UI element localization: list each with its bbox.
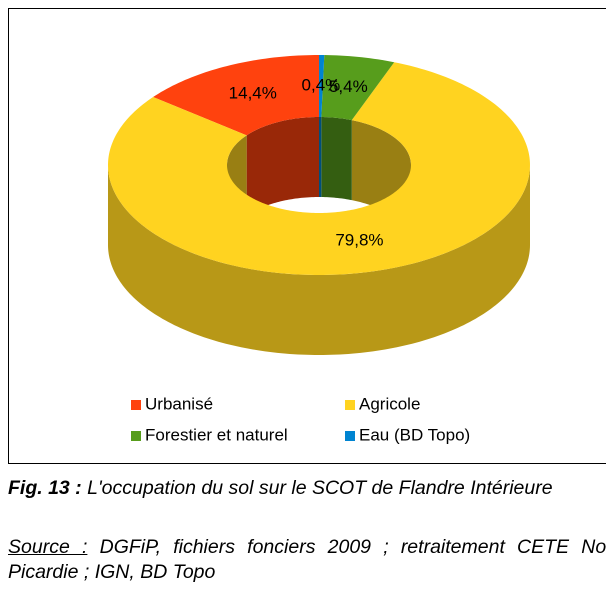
legend-swatch — [345, 400, 355, 410]
slice — [153, 55, 319, 136]
caption-text: L'occupation du sol sur le SCOT de Fland… — [87, 477, 553, 499]
legend-label: Eau (BD Topo) — [359, 425, 470, 444]
legend-label: Forestier et naturel — [145, 425, 288, 444]
value-label: 0,4% — [302, 75, 341, 94]
source-label: Source : — [8, 536, 88, 558]
caption: Fig. 13 : L'occupation du sol sur le SCO… — [8, 476, 606, 501]
value-label: 14,4% — [229, 83, 277, 102]
value-label: 5,4% — [329, 77, 368, 96]
source-text: DGFiP, fichiers fonciers 2009 ; retraite… — [8, 536, 606, 583]
slice — [108, 62, 530, 275]
source: Source : DGFiP, fichiers fonciers 2009 ;… — [8, 535, 606, 585]
caption-label: Fig. 13 : — [8, 477, 82, 499]
chart: 14,4% 79,8% 5,4%0,4% Urbanisé Agricole Forest… — [8, 8, 606, 464]
value-label: 79,8% — [335, 231, 383, 250]
legend-label: Urbanisé — [145, 394, 213, 413]
legend-swatch — [345, 431, 355, 441]
slice-side — [108, 165, 530, 355]
legend-swatch — [131, 400, 141, 410]
slice — [319, 55, 325, 118]
slice — [321, 55, 395, 121]
legend-label: Agricole — [359, 394, 420, 413]
slice-side — [319, 117, 322, 198]
legend-swatch — [131, 431, 141, 441]
slice-side — [321, 117, 352, 201]
slice-side — [246, 117, 319, 216]
